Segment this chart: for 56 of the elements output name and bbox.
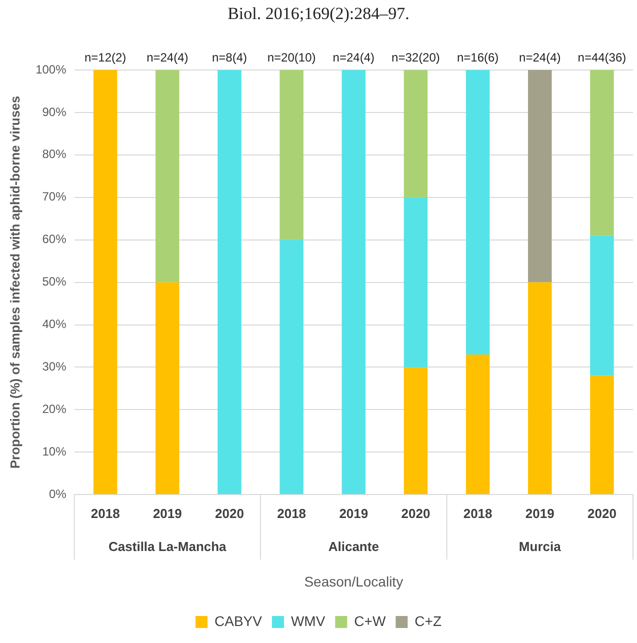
total-label: n=20(10) (267, 50, 316, 64)
y-tick-label: 90% (42, 104, 67, 119)
total-label: n=12(2) (84, 50, 126, 64)
text: Castilla La-Mancha (108, 539, 228, 554)
legend-label: C+W (354, 612, 386, 629)
x-tick-label: 2020 (215, 506, 244, 521)
y-tick-label: 60% (42, 232, 67, 246)
bar (280, 70, 304, 240)
total-label: n=44(36) (578, 50, 626, 64)
y-tick-label: 30% (42, 360, 67, 374)
x-tick-label: 2018 (277, 506, 306, 521)
total-label: n=24(4) (146, 50, 188, 64)
x-axis-title: Season/Locality (304, 573, 404, 590)
total-label: n=16(6) (456, 50, 499, 64)
bar (590, 70, 614, 236)
bar (280, 240, 304, 494)
bar (218, 70, 242, 494)
bar (156, 70, 180, 282)
x-tick-label: 2020 (401, 506, 430, 521)
bar (528, 282, 552, 494)
bar (93, 70, 118, 494)
y-tick-label: 100% (36, 62, 67, 76)
y-tick-label: 10% (42, 444, 67, 458)
x-tick-label: 2019 (525, 506, 554, 521)
text: Murcia (518, 539, 562, 554)
x-tick-label: 2018 (463, 506, 492, 521)
total-label: n=24(4) (519, 50, 561, 64)
bar (404, 197, 428, 368)
legend-label: WMV (290, 612, 326, 629)
text: Alicante (328, 539, 379, 554)
bar (404, 367, 428, 494)
bar (466, 354, 490, 494)
y-tick-label: 20% (42, 402, 67, 416)
x-tick-label: 2020 (588, 506, 616, 521)
legend-label: CABYV (214, 612, 263, 629)
bar (342, 70, 366, 494)
bar (156, 282, 180, 494)
bar (528, 70, 552, 282)
bar (590, 236, 614, 376)
x-tick-label: 2018 (90, 506, 120, 521)
y-tick-label: 0% (48, 486, 67, 501)
y-tick-label: 40% (42, 317, 67, 332)
legend-label: C+Z (414, 612, 442, 629)
total-label: n=32(20) (392, 50, 440, 64)
y-tick-label: 70% (42, 190, 67, 204)
bar (590, 376, 614, 494)
y-axis-title: Proportion (%) of samples infected with aphid-borne viruses (7, 96, 22, 469)
total-label: n=8(4) (212, 50, 248, 64)
bar (466, 70, 490, 354)
y-tick-label: 50% (42, 274, 67, 289)
y-tick-label: 80% (42, 147, 67, 162)
bar (404, 70, 428, 198)
x-tick-label: 2019 (339, 506, 368, 521)
total-label: n=24(4) (332, 50, 374, 64)
text: Biol. 2016;169(2):284–97. (228, 4, 410, 23)
x-tick-label: 2019 (152, 506, 182, 521)
